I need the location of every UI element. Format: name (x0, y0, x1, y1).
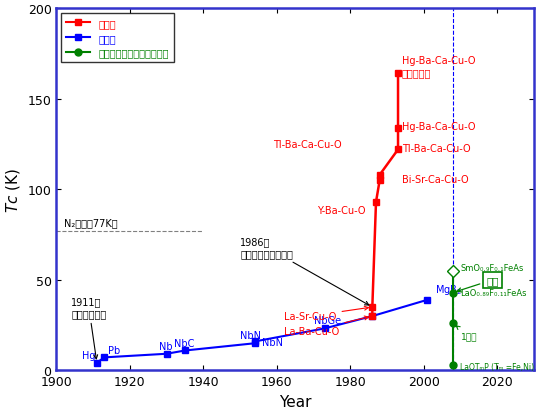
Text: NbN: NbN (262, 337, 283, 347)
Text: 1気圧: 1気圧 (456, 326, 477, 341)
Text: MgB$_2$: MgB$_2$ (435, 282, 462, 297)
Text: 1986年
酸化物超伝導体発見: 1986年 酸化物超伝導体発見 (240, 237, 369, 305)
Text: La-Ba-Cu-O: La-Ba-Cu-O (284, 316, 369, 336)
Text: Tl-Ba-Ca-Cu-O: Tl-Ba-Ca-Cu-O (401, 144, 470, 154)
Text: SmO₀.₉F₀.₁FeAs: SmO₀.₉F₀.₁FeAs (461, 263, 524, 272)
Text: La-Sr-Cu-O: La-Sr-Cu-O (284, 306, 368, 321)
Text: Bi-Sr-Ca-Cu-O: Bi-Sr-Ca-Cu-O (401, 174, 468, 185)
Text: NbN: NbN (240, 330, 261, 340)
Text: Nb: Nb (159, 342, 173, 351)
Text: 1911年
超伝導の発見: 1911年 超伝導の発見 (71, 297, 107, 359)
Legend: 酸化物, 金属糶, 層状オキシブニクタイド糶: 酸化物, 金属糶, 層状オキシブニクタイド糶 (61, 14, 173, 63)
Text: N₂沸点（77K）: N₂沸点（77K） (64, 218, 118, 228)
Text: 高圧: 高圧 (457, 275, 499, 292)
Y-axis label: $\it{Tc}$ (K): $\it{Tc}$ (K) (4, 167, 22, 212)
Text: LaOTₘP (Tₘ =Fe,Ni): LaOTₘP (Tₘ =Fe,Ni) (461, 363, 534, 371)
Text: Hg: Hg (82, 351, 96, 361)
Text: Y-Ba-Cu-O: Y-Ba-Cu-O (317, 205, 366, 215)
Text: LaO₀.₈₉F₀.₁₁FeAs: LaO₀.₈₉F₀.₁₁FeAs (461, 288, 527, 297)
Text: Hg-Ba-Ca-Cu-O: Hg-Ba-Ca-Cu-O (401, 122, 475, 132)
X-axis label: Year: Year (279, 394, 311, 409)
Text: Hg-Ba-Ca-Cu-O
（高圧下）: Hg-Ba-Ca-Cu-O （高圧下） (401, 56, 475, 78)
Text: NbGe: NbGe (313, 316, 341, 325)
Text: Tl-Ba-Ca-Cu-O: Tl-Ba-Ca-Cu-O (273, 140, 342, 150)
Text: Pb: Pb (108, 345, 120, 355)
Text: NbC: NbC (174, 338, 194, 348)
